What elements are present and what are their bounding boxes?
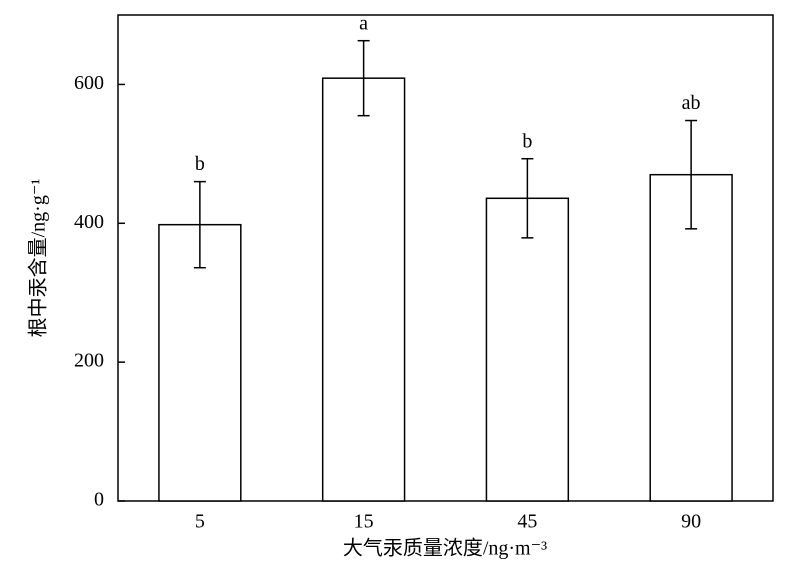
bar — [321, 77, 406, 502]
y-tick-label: 400 — [74, 211, 104, 233]
bar — [649, 173, 733, 502]
significance-letter: b — [522, 130, 532, 152]
x-tick-label: 45 — [517, 511, 537, 533]
x-tick-label: 15 — [354, 511, 374, 533]
bar — [485, 197, 570, 502]
y-axis-label: 根中汞含量/ng·g⁻¹ — [27, 179, 50, 338]
significance-letter: a — [359, 12, 368, 34]
y-tick-label: 600 — [74, 72, 104, 94]
plot-frame — [117, 14, 774, 502]
y-tick-label: 0 — [94, 489, 104, 511]
x-tick-label: 90 — [681, 511, 701, 533]
x-tick-label: 5 — [195, 511, 205, 533]
bar — [158, 223, 242, 502]
x-axis-label: 大气汞质量浓度/ng·m⁻³ — [343, 537, 547, 560]
y-tick-label: 200 — [74, 350, 104, 372]
significance-letter: ab — [682, 92, 701, 114]
significance-letter: b — [195, 153, 205, 175]
